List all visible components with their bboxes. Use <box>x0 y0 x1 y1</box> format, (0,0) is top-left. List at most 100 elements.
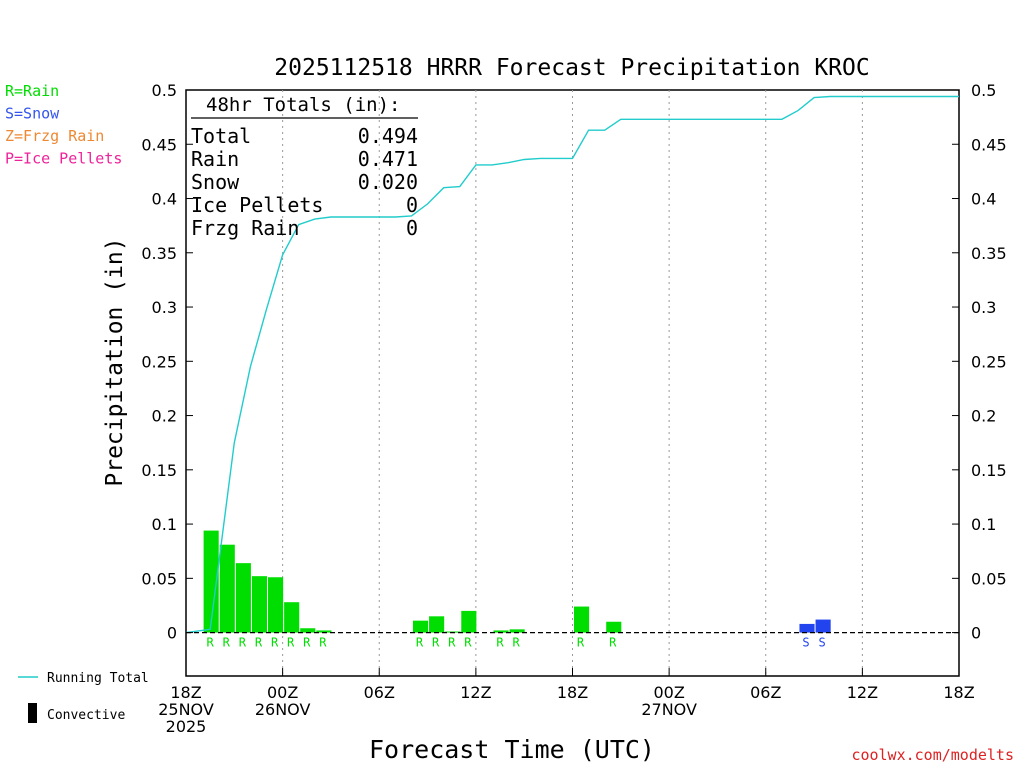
ytick-label-right-6: 0.3 <box>971 298 996 317</box>
xtick-label-5-0: 00Z <box>653 683 684 702</box>
ytick-label-right-8: 0.4 <box>971 190 996 209</box>
xtick-label-0-0: 18Z <box>170 683 201 702</box>
running-total-legend-label: Running Total <box>47 671 149 686</box>
xtick-label-5-1: 27NOV <box>641 700 697 719</box>
ytick-label-left-8: 0.4 <box>152 190 177 209</box>
totals-value-4: 0 <box>406 216 418 240</box>
ytick-label-left-10: 0.5 <box>152 81 177 100</box>
type-legend-item-2: Z=Frzg Rain <box>5 127 104 145</box>
ytick-label-left-9: 0.45 <box>141 135 177 154</box>
type-label-hour-5: R <box>255 636 263 650</box>
totals-label-1: Rain <box>191 147 239 171</box>
type-label-hour-27: R <box>609 636 617 650</box>
type-legend-item-1: S=Snow <box>5 105 60 123</box>
xtick-label-6-0: 06Z <box>750 683 781 702</box>
running-total-series <box>185 95 959 634</box>
precip-bar-hour-7 <box>284 602 300 633</box>
totals-value-3: 0 <box>406 193 418 217</box>
precip-bar-hour-40 <box>815 619 831 633</box>
ytick-label-right-2: 0.1 <box>971 515 996 534</box>
precip-bar-hour-5 <box>251 576 268 633</box>
convective-legend-swatch <box>28 703 37 723</box>
ytick-label-right-9: 0.45 <box>971 135 1007 154</box>
precip-bar-hour-4 <box>235 563 251 633</box>
ytick-label-left-0: 0 <box>167 624 177 643</box>
totals-value-0: 0.494 <box>358 124 418 148</box>
ytick-label-right-10: 0.5 <box>971 81 996 100</box>
totals-label-3: Ice Pellets <box>191 193 323 217</box>
ytick-label-right-0: 0 <box>971 624 981 643</box>
ytick-label-left-3: 0.15 <box>141 461 177 480</box>
ytick-label-right-4: 0.2 <box>971 407 996 426</box>
type-label-hour-8: R <box>303 636 311 650</box>
xtick-label-1-0: 00Z <box>267 683 298 702</box>
precip-bar-hour-15 <box>412 620 429 633</box>
xtick-label-4-0: 18Z <box>557 683 588 702</box>
precip-bar-hour-18 <box>461 610 477 633</box>
ytick-label-left-1: 0.05 <box>141 569 177 588</box>
type-label-hour-9: R <box>319 636 327 650</box>
ytick-label-right-5: 0.25 <box>971 352 1007 371</box>
type-label-hour-6: R <box>271 636 279 650</box>
precip-bar-hour-3 <box>219 544 235 633</box>
type-label-hour-21: R <box>513 636 521 650</box>
precip-bar-hour-20 <box>493 630 509 633</box>
x-axis-label: Forecast Time (UTC) <box>369 735 655 764</box>
ytick-label-left-6: 0.3 <box>152 298 177 317</box>
ytick-label-left-5: 0.25 <box>141 352 177 371</box>
totals-header: 48hr Totals (in): <box>206 94 400 116</box>
xtick-label-0-2: 2025 <box>166 717 207 736</box>
y-axis-right: 0 0.05 0.1 0.15 0.2 0.25 0.3 0.35 0.4 0.45 0.5 <box>952 81 1007 643</box>
precip-bar-hour-21 <box>509 629 525 633</box>
ytick-label-right-7: 0.35 <box>971 244 1007 263</box>
type-label-hour-40: S <box>818 636 825 650</box>
type-label-hour-15: R <box>416 636 424 650</box>
type-legend-item-0: R=Rain <box>5 82 59 100</box>
ytick-label-left-2: 0.1 <box>152 515 177 534</box>
chart-title: 2025112518 HRRR Forecast Precipitation K… <box>274 55 869 81</box>
totals-box: 48hr Totals (in): Total 0.494 Rain 0.471 Sno… <box>191 94 418 240</box>
precip-bar-hour-9 <box>316 630 332 633</box>
running-total-line <box>185 95 959 634</box>
y-axis-label: Precipitation (in) <box>102 237 128 486</box>
type-label-hour-18: R <box>464 636 472 650</box>
totals-label-0: Total <box>191 124 251 148</box>
xtick-label-8-0: 18Z <box>943 683 974 702</box>
xtick-label-0-1: 25NOV <box>158 700 214 719</box>
precip-bar-hour-6 <box>268 577 284 633</box>
type-label-hour-16: R <box>432 636 440 650</box>
precip-bars <box>203 530 831 633</box>
type-label-hour-7: R <box>287 636 295 650</box>
xtick-label-7-0: 12Z <box>847 683 878 702</box>
type-label-hour-25: R <box>577 636 585 650</box>
totals-label-4: Frzg Rain <box>191 216 299 240</box>
type-label-hour-4: R <box>239 636 247 650</box>
precip-bar-hour-16 <box>429 616 445 633</box>
type-legend-item-3: P=Ice Pellets <box>5 150 122 168</box>
y-axis-left: 0 0.05 0.1 0.15 0.2 0.25 0.3 0.35 0.4 0.45 0.5 <box>141 81 193 643</box>
type-label-hour-17: R <box>448 636 456 650</box>
convective-legend-label: Convective <box>47 708 125 723</box>
type-label-hour-3: R <box>223 636 231 650</box>
type-label-hour-20: R <box>496 636 504 650</box>
ytick-label-right-1: 0.05 <box>971 569 1007 588</box>
xtick-label-1-1: 26NOV <box>255 700 311 719</box>
precip-bar-hour-8 <box>300 628 316 633</box>
series-legend: Running Total Convective <box>18 671 149 723</box>
ytick-label-left-4: 0.2 <box>152 407 177 426</box>
precip-bar-hour-39 <box>799 623 815 633</box>
type-legend: R=Rain S=Snow Z=Frzg Rain P=Ice Pellets <box>5 82 122 168</box>
totals-value-2: 0.020 <box>358 170 418 194</box>
credit-text: coolwx.com/modelts <box>851 746 1014 764</box>
xtick-label-2-0: 06Z <box>364 683 395 702</box>
type-label-hour-39: S <box>802 636 809 650</box>
ytick-label-right-3: 0.15 <box>971 461 1007 480</box>
precip-bar-hour-25 <box>574 606 590 633</box>
type-label-hour-2: R <box>207 636 215 650</box>
totals-label-2: Snow <box>191 170 240 194</box>
precip-bar-hour-27 <box>606 621 622 633</box>
vertical-gridlines <box>282 90 863 676</box>
